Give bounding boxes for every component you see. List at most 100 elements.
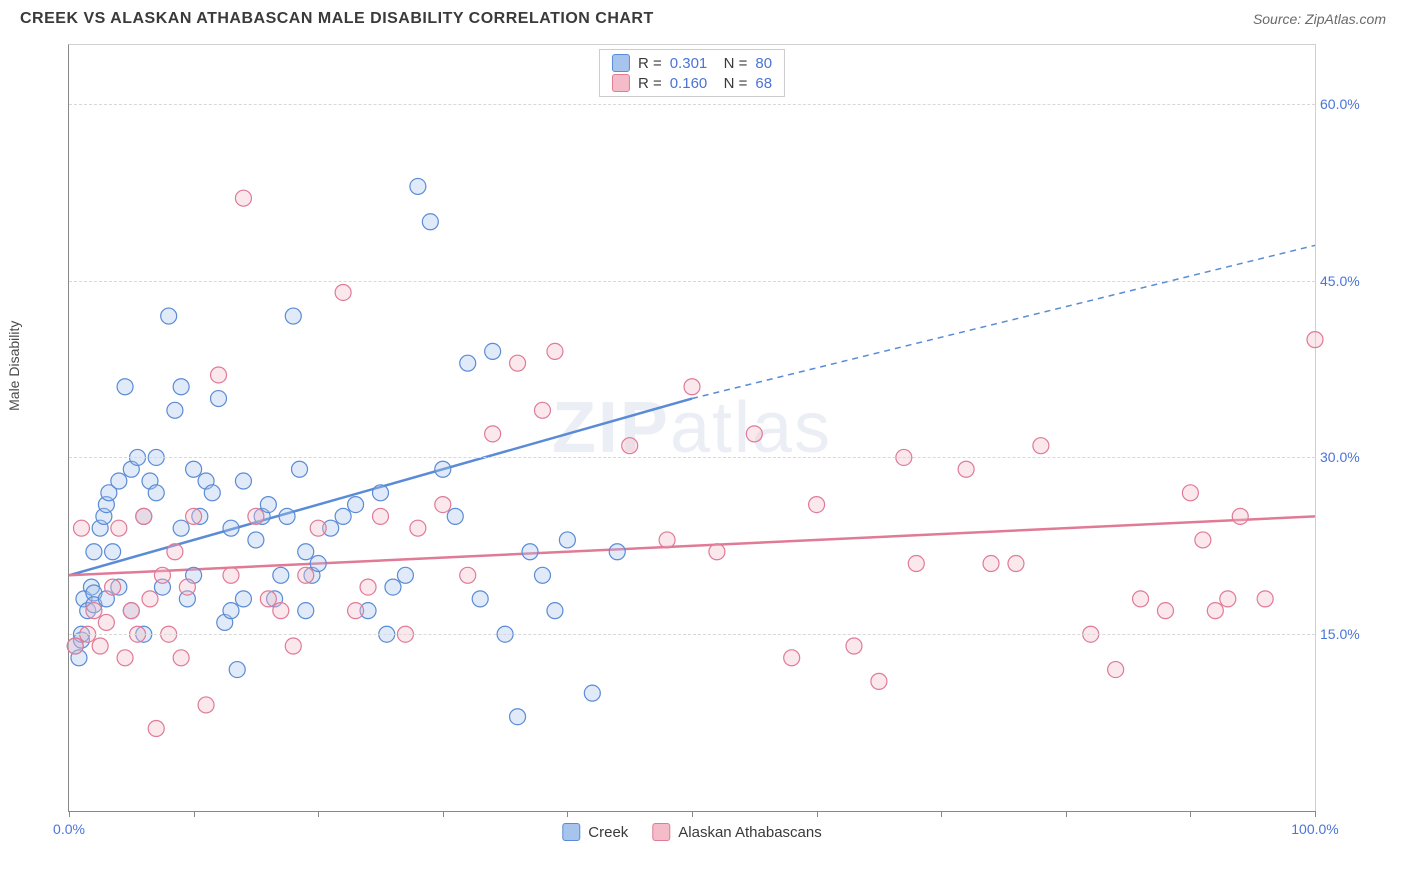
data-point [148,485,164,501]
data-point [609,544,625,560]
data-point [117,650,133,666]
data-point [435,497,451,513]
x-tick [941,811,942,817]
data-point [86,603,102,619]
data-point [809,497,825,513]
swatch-athabascan-icon [652,823,670,841]
data-point [229,662,245,678]
data-point [1232,508,1248,524]
data-point [211,367,227,383]
data-point [871,673,887,689]
data-point [335,508,351,524]
x-tick [692,811,693,817]
data-point [397,567,413,583]
data-point [360,579,376,595]
data-point [111,520,127,536]
data-point [348,497,364,513]
data-point [260,591,276,607]
data-point [298,544,314,560]
data-point [846,638,862,654]
data-point [373,508,389,524]
data-point [292,461,308,477]
data-point [983,556,999,572]
data-point [148,721,164,737]
data-point [285,308,301,324]
y-tick-label: 60.0% [1320,96,1375,112]
data-point [173,520,189,536]
data-point [310,556,326,572]
source-attribution: Source: ZipAtlas.com [1253,11,1386,27]
data-point [534,402,550,418]
data-point [123,603,139,619]
data-point [111,473,127,489]
data-point [98,614,114,630]
data-point [1033,438,1049,454]
legend-item-athabascan: Alaskan Athabascans [652,823,821,841]
x-tick [1066,811,1067,817]
x-tick [567,811,568,817]
data-point [348,603,364,619]
data-point [410,520,426,536]
data-point [460,567,476,583]
data-point [235,591,251,607]
data-point [784,650,800,666]
gridline [69,281,1315,282]
x-tick [194,811,195,817]
x-tick-label: 0.0% [53,821,85,837]
data-point [105,579,121,595]
data-point [223,567,239,583]
data-point [273,603,289,619]
data-point [485,426,501,442]
chart-container: Male Disability ZIPatlas R = 0.301 N = 8… [20,44,1386,852]
data-point [485,343,501,359]
data-point [73,520,89,536]
data-point [1182,485,1198,501]
data-point [410,178,426,194]
data-point [86,544,102,560]
data-point [547,603,563,619]
x-tick [318,811,319,817]
data-point [1108,662,1124,678]
data-point [1307,332,1323,348]
data-point [285,638,301,654]
data-point [510,355,526,371]
plot-area: ZIPatlas R = 0.301 N = 80 R = 0.160 N = … [68,44,1316,812]
data-point [622,438,638,454]
data-point [92,638,108,654]
data-point [385,579,401,595]
data-point [248,532,264,548]
data-point [67,638,83,654]
x-tick [1190,811,1191,817]
data-point [235,473,251,489]
data-point [223,520,239,536]
x-tick [1315,811,1316,817]
data-point [1257,591,1273,607]
legend-series: Creek Alaskan Athabascans [562,823,821,841]
x-tick-label: 100.0% [1291,821,1338,837]
data-point [1195,532,1211,548]
data-point [204,485,220,501]
data-point [105,544,121,560]
data-point [310,520,326,536]
legend-correlation: R = 0.301 N = 80 R = 0.160 N = 68 [599,49,785,97]
data-point [248,508,264,524]
x-tick [443,811,444,817]
chart-title: CREEK VS ALASKAN ATHABASCAN MALE DISABIL… [20,10,654,28]
data-point [908,556,924,572]
legend-row-athabascan: R = 0.160 N = 68 [612,74,772,92]
data-point [584,685,600,701]
data-point [298,567,314,583]
data-point [684,379,700,395]
legend-item-creek: Creek [562,823,628,841]
data-point [335,284,351,300]
y-tick-label: 45.0% [1320,273,1375,289]
data-point [154,567,170,583]
gridline [69,634,1315,635]
x-tick [69,811,70,817]
data-point [173,379,189,395]
data-point [510,709,526,725]
y-tick-label: 15.0% [1320,626,1375,642]
data-point [173,650,189,666]
data-point [1133,591,1149,607]
y-axis-label: Male Disability [6,321,22,411]
